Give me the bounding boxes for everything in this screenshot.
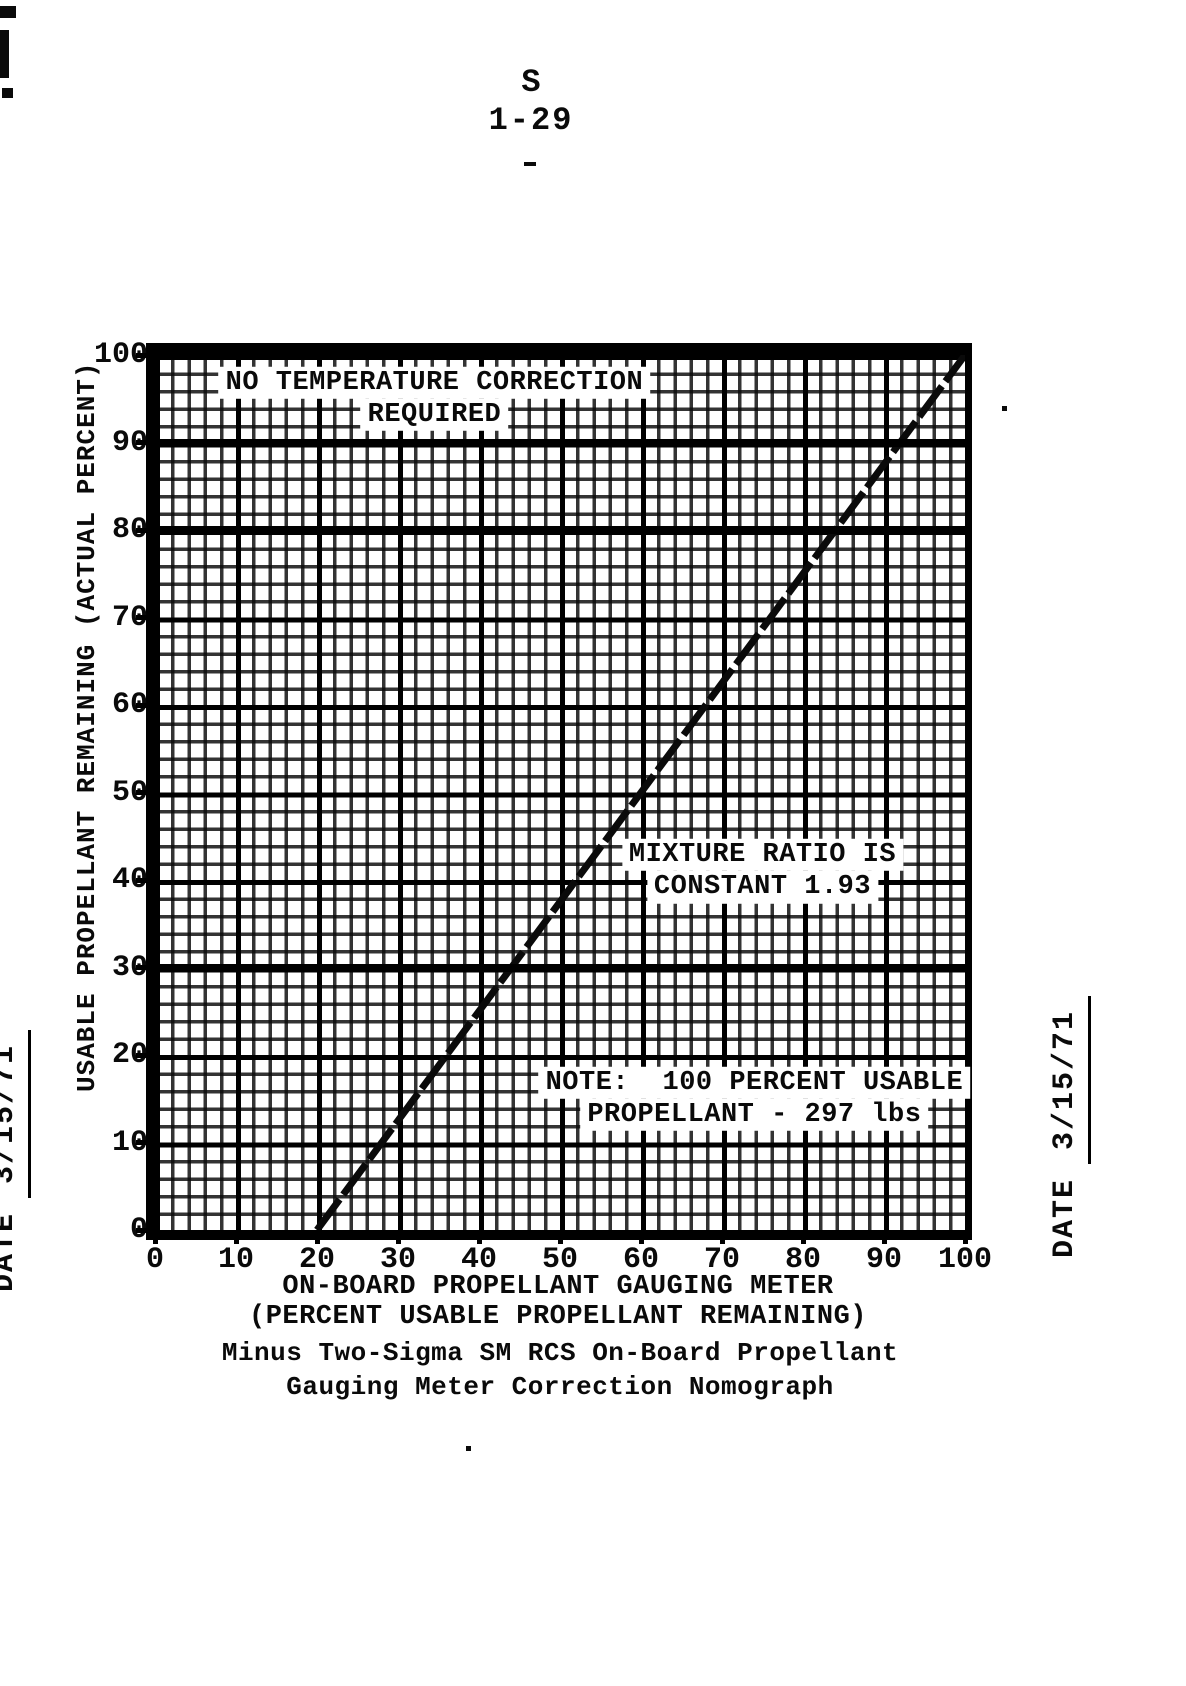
x-tick-mark	[962, 1230, 968, 1244]
right-date-label: DATE	[1048, 1177, 1082, 1258]
x-tick-mark	[557, 1230, 563, 1244]
x-tick-label: 10	[217, 1243, 254, 1277]
x-tick-label: 90	[865, 1243, 902, 1277]
x-tick-label: 80	[784, 1243, 821, 1277]
x-tick-label: 50	[541, 1243, 578, 1277]
plot-line-layer	[314, 355, 965, 1230]
x-axis-title-line1: ON-BOARD PROPELLANT GAUGING METER	[282, 1272, 834, 1302]
x-tick-label: 40	[460, 1243, 497, 1277]
x-tick-label: 0	[145, 1243, 164, 1277]
y-tick-mark	[136, 440, 155, 445]
x-tick-mark	[800, 1230, 806, 1244]
propellant-correction-line	[314, 355, 965, 1230]
left-margin-date: DATE 3/15/71	[0, 1029, 31, 1292]
x-tick-mark	[395, 1230, 401, 1244]
emphasized-gridline	[146, 526, 972, 534]
scan-artifact	[1002, 406, 1007, 411]
y-tick-mark	[136, 527, 155, 533]
page-number: 1-29	[488, 102, 574, 140]
x-tick-label: 30	[379, 1243, 416, 1277]
right-date-value: 3/15/71	[1048, 995, 1091, 1164]
emphasized-gridline	[146, 963, 972, 972]
x-tick-label: 60	[622, 1243, 659, 1277]
chart-annotation-text: CONSTANT 1.93	[646, 871, 879, 904]
x-tick-label: 70	[703, 1243, 740, 1277]
y-tick-mark	[136, 1052, 155, 1058]
y-tick-mark	[136, 1227, 155, 1233]
x-tick-mark	[476, 1230, 482, 1244]
y-tick-mark	[136, 965, 155, 970]
chart-annotation-text: REQUIRED	[360, 398, 509, 431]
x-tick-mark	[719, 1230, 725, 1244]
scan-artifact	[466, 1446, 471, 1451]
right-margin-date: DATE 3/15/71	[1048, 995, 1091, 1258]
page-header: S 1-29	[0, 64, 1062, 141]
chart-annotation-text: MIXTURE RATIO IS	[621, 839, 904, 872]
chart-annotation-text: NO TEMPERATURE CORRECTION	[218, 366, 651, 399]
chart-annotation-text: PROPELLANT - 297 lbs	[580, 1098, 929, 1131]
y-axis-title: USABLE PROPELLANT REMAINING (ACTUAL PERC…	[72, 361, 102, 1092]
x-tick-mark	[638, 1230, 644, 1244]
x-axis-tick-labels: 0 10 20 30 40 50 60 70 80 90 100	[146, 1243, 992, 1279]
chart-annotation: NO TEMPERATURE CORRECTION REQUIRED	[218, 366, 651, 431]
scan-artifact	[2, 88, 13, 98]
y-tick-mark	[136, 877, 155, 883]
left-date-label: DATE	[0, 1211, 22, 1292]
chart-annotation: NOTE: 100 PERCENT USABLE PROPELLANT - 297…	[538, 1066, 971, 1131]
x-axis-tick-marks	[152, 1230, 968, 1244]
chart-annotation-text: NOTE: 100 PERCENT USABLE	[538, 1066, 971, 1099]
x-tick-mark	[233, 1230, 239, 1244]
x-tick-mark	[881, 1230, 887, 1244]
scan-artifact	[0, 6, 16, 18]
x-axis-title-line2: (PERCENT USABLE PROPELLANT REMAINING)	[249, 1302, 867, 1332]
left-date-value: 3/15/71	[0, 1029, 31, 1198]
x-tick-label: 20	[298, 1243, 335, 1277]
page-header-section: S	[521, 64, 541, 101]
x-tick-label: 100	[937, 1243, 992, 1277]
y-tick-mark	[136, 352, 155, 358]
y-axis-tick-marks	[136, 352, 155, 1233]
y-tick-label: 10	[111, 1125, 148, 1160]
y-tick-mark	[136, 790, 155, 795]
scan-artifact	[0, 30, 9, 78]
y-tick-mark	[136, 615, 155, 620]
chart-annotation: MIXTURE RATIO IS CONSTANT 1.93	[621, 839, 904, 904]
scan-artifact	[524, 162, 536, 166]
figure-caption-line1: Minus Two-Sigma SM RCS On-Board Propella…	[221, 1338, 899, 1368]
emphasized-gridline	[146, 438, 972, 447]
x-tick-mark	[152, 1230, 158, 1244]
y-tick-mark	[136, 702, 155, 708]
x-tick-mark	[314, 1230, 320, 1244]
figure-caption-line2: Gauging Meter Correction Nomograph	[286, 1372, 834, 1402]
plot-area: NO TEMPERATURE CORRECTION REQUIRED MIXTURE…	[146, 355, 972, 1230]
y-tick-mark	[136, 1140, 155, 1145]
